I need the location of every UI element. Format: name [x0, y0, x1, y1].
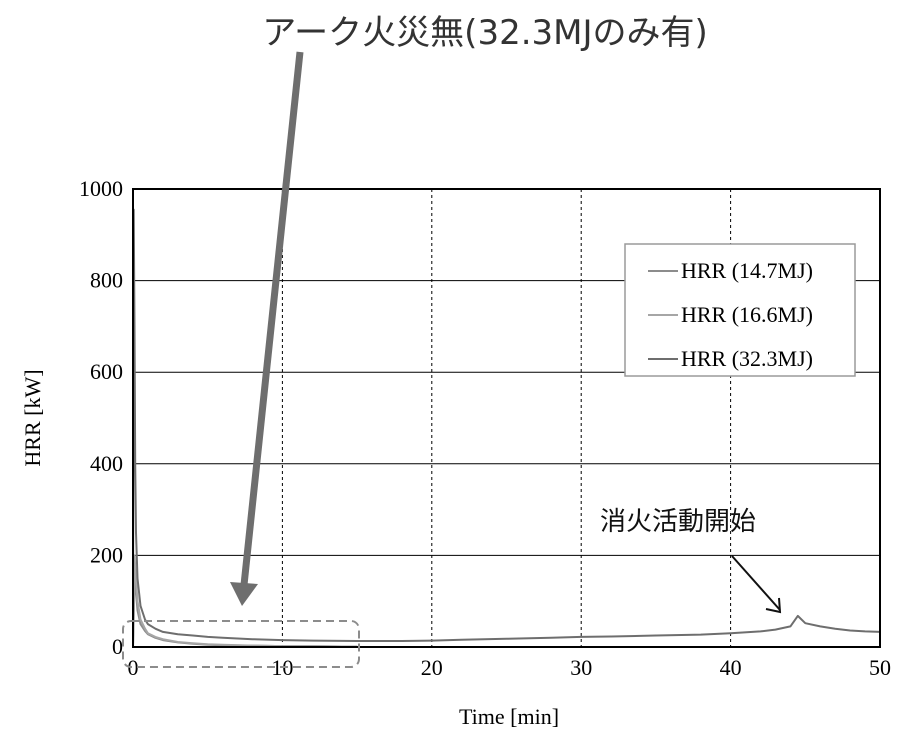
y-tick-label: 1000: [79, 176, 123, 201]
x-axis-label: Time [min]: [459, 704, 559, 729]
x-tick-label: 30: [570, 655, 592, 680]
x-tick-label: 20: [421, 655, 443, 680]
focus-dashed-box: [122, 620, 360, 668]
y-axis-label: HRR [kW]: [20, 369, 45, 466]
legend-label: HRR (32.3MJ): [681, 346, 813, 371]
y-tick-label: 800: [90, 268, 123, 293]
y-tick-label: 0: [112, 634, 123, 659]
y-tick-label: 200: [90, 542, 123, 567]
y-tick-label: 600: [90, 359, 123, 384]
legend: HRR (14.7MJ) HRR (16.6MJ) HRR (32.3MJ): [624, 243, 856, 377]
arc-annotation-arrow: [230, 51, 304, 606]
x-tick-label: 0: [128, 655, 139, 680]
series-line-3: [132, 208, 881, 648]
x-tick-label: 50: [869, 655, 891, 680]
x-tick-label: 40: [720, 655, 742, 680]
legend-box: [624, 243, 856, 377]
extinguish-start-annotation: 消火活動開始: [600, 507, 756, 537]
plot-area-frame: [132, 188, 881, 648]
legend-label: HRR (16.6MJ): [681, 302, 813, 327]
arc-fire-annotation: アーク火災無(32.3MJのみ有): [262, 13, 708, 53]
extinguish-annotation-arrow: [731, 555, 782, 614]
legend-label: HRR (14.7MJ): [681, 258, 813, 283]
y-tick-label: 400: [90, 451, 123, 476]
